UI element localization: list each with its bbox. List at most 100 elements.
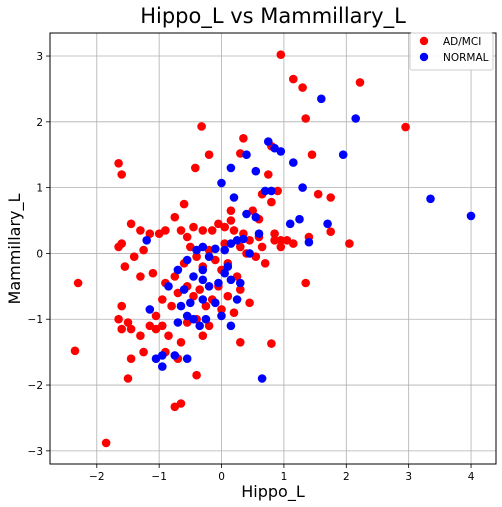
data-point	[217, 178, 226, 188]
data-point	[236, 242, 245, 252]
y-tick-label: 0	[36, 248, 43, 260]
data-point	[198, 265, 208, 275]
x-tick-label: −1	[151, 471, 166, 483]
data-point	[426, 194, 435, 204]
data-point	[251, 212, 261, 222]
data-point	[220, 239, 229, 248]
data-point	[142, 236, 151, 245]
legend-label-normal: NORMAL	[443, 52, 489, 64]
x-tick-label: 3	[405, 471, 412, 483]
legend-label-ad-mci: AD/MCI	[443, 36, 481, 48]
data-point	[226, 163, 236, 173]
data-point	[232, 295, 242, 304]
data-point	[214, 219, 223, 229]
data-point	[117, 324, 126, 334]
data-point	[338, 150, 348, 159]
data-point	[195, 321, 204, 331]
data-point	[170, 272, 180, 281]
data-point	[270, 229, 279, 238]
data-point	[298, 183, 307, 192]
data-point	[220, 245, 229, 255]
data-point	[273, 186, 283, 196]
data-point	[223, 262, 233, 271]
data-point	[136, 331, 145, 341]
data-point	[192, 252, 201, 261]
data-point	[158, 295, 167, 304]
x-tick-label: 4	[468, 471, 475, 483]
data-point	[198, 226, 208, 235]
data-point	[176, 338, 186, 347]
data-point	[148, 268, 158, 278]
data-point	[254, 229, 264, 238]
data-point	[176, 226, 186, 235]
data-point	[120, 262, 130, 271]
x-tick-label: 1	[281, 471, 288, 483]
data-point	[226, 275, 236, 285]
data-point	[164, 282, 173, 291]
data-point	[236, 338, 245, 347]
y-tick-label: 3	[36, 51, 43, 63]
data-point	[189, 272, 198, 281]
data-point	[70, 346, 80, 356]
data-point	[129, 252, 139, 261]
data-point	[158, 321, 167, 331]
x-axis-label: Hippo_L	[241, 482, 305, 502]
data-point	[289, 158, 298, 167]
legend-box	[409, 32, 494, 71]
data-point	[145, 305, 155, 314]
data-point	[289, 74, 298, 84]
data-point	[345, 239, 354, 248]
data-point	[158, 351, 167, 360]
data-point	[195, 285, 204, 294]
data-point	[220, 268, 229, 278]
data-point	[226, 216, 236, 225]
data-point	[307, 150, 317, 159]
data-point	[326, 227, 336, 236]
data-point	[189, 291, 198, 301]
data-point	[323, 219, 332, 229]
data-point	[242, 209, 251, 219]
data-point	[173, 318, 183, 327]
data-point	[73, 278, 83, 288]
data-point	[126, 354, 136, 364]
data-point	[204, 150, 214, 159]
y-axis-label: Mammillary_L	[5, 193, 25, 304]
data-point	[158, 362, 167, 371]
data-point	[220, 222, 229, 232]
data-point	[192, 245, 201, 255]
data-point	[289, 239, 298, 248]
data-point	[304, 237, 314, 247]
data-point	[466, 211, 476, 221]
data-point	[191, 163, 200, 173]
data-point	[236, 278, 245, 288]
data-point	[198, 275, 208, 285]
data-point	[186, 298, 195, 308]
y-tick-label: 2	[36, 117, 43, 129]
data-point	[264, 170, 273, 179]
data-point	[401, 122, 410, 132]
data-point	[251, 166, 261, 176]
data-point	[201, 314, 211, 324]
data-point	[229, 308, 239, 318]
data-point	[226, 239, 236, 248]
data-point	[276, 147, 286, 156]
data-point	[182, 255, 192, 265]
data-point	[126, 219, 136, 229]
data-point	[170, 212, 180, 222]
data-point	[182, 311, 192, 321]
data-point	[204, 282, 214, 291]
data-point	[123, 374, 133, 383]
data-point	[207, 226, 217, 235]
data-point	[151, 311, 161, 321]
data-point	[226, 206, 236, 215]
data-point	[176, 301, 186, 311]
data-point	[170, 351, 180, 360]
data-point	[173, 265, 183, 275]
y-tick-label: −1	[28, 314, 43, 326]
data-point	[204, 252, 214, 261]
data-point	[257, 242, 267, 252]
data-point	[211, 244, 220, 254]
data-point	[282, 236, 292, 245]
data-point	[114, 314, 123, 324]
